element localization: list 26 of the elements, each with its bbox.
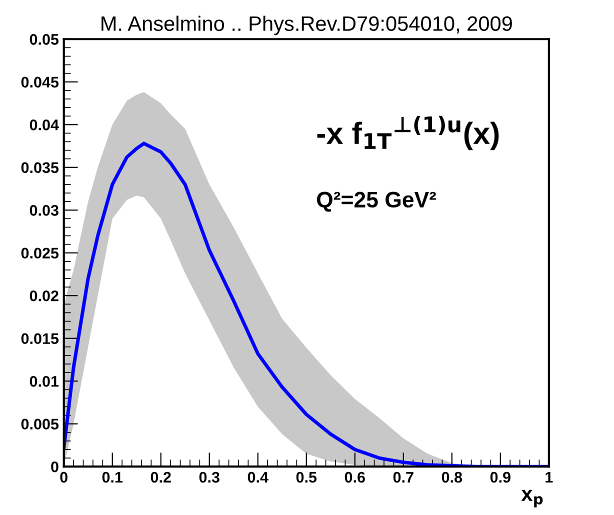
annotation: -x f$_{1T}$$^{⊥(1)u}$(x) <box>317 116 499 150</box>
y-tick-label: 0.01 <box>30 376 59 387</box>
y-tick-label: 0.03 <box>30 204 58 216</box>
y-tick-label: 0.04 <box>30 120 59 130</box>
x-axis-title: x$_{p}$ <box>521 490 543 508</box>
chart-title: M. Anselmino .. Phys.Rev.D79:054010, 2009 <box>102 16 512 36</box>
y-tick-label: 0.025 <box>21 248 59 259</box>
x-tick-label: 0.3 <box>199 472 220 483</box>
x-tick-label: 0.9 <box>490 472 510 483</box>
x-tick-label: 0.7 <box>393 472 414 483</box>
x-tick-label: 0.1 <box>102 472 123 483</box>
y-tick-label: 0.035 <box>21 162 59 174</box>
y-tick-label: 0.05 <box>30 34 59 45</box>
x-tick-label: 0 <box>60 472 68 483</box>
y-tick-label: 0 <box>51 461 58 472</box>
x-tick-label: 0.8 <box>442 472 462 483</box>
x-tick-label: 0.6 <box>344 472 365 483</box>
x-tick-label: 0.4 <box>248 472 268 483</box>
annotation: Q²=25 GeV² <box>317 192 436 212</box>
x-tick-label: 0.5 <box>296 472 317 483</box>
x-tick-label: 1 <box>546 472 553 483</box>
y-tick-label: 0.015 <box>21 333 59 344</box>
x-tick-label: 0.2 <box>150 472 171 483</box>
y-tick-label: 0.045 <box>21 76 59 88</box>
y-tick-label: 0.005 <box>21 418 59 430</box>
y-tick-label: 0.02 <box>30 290 58 302</box>
